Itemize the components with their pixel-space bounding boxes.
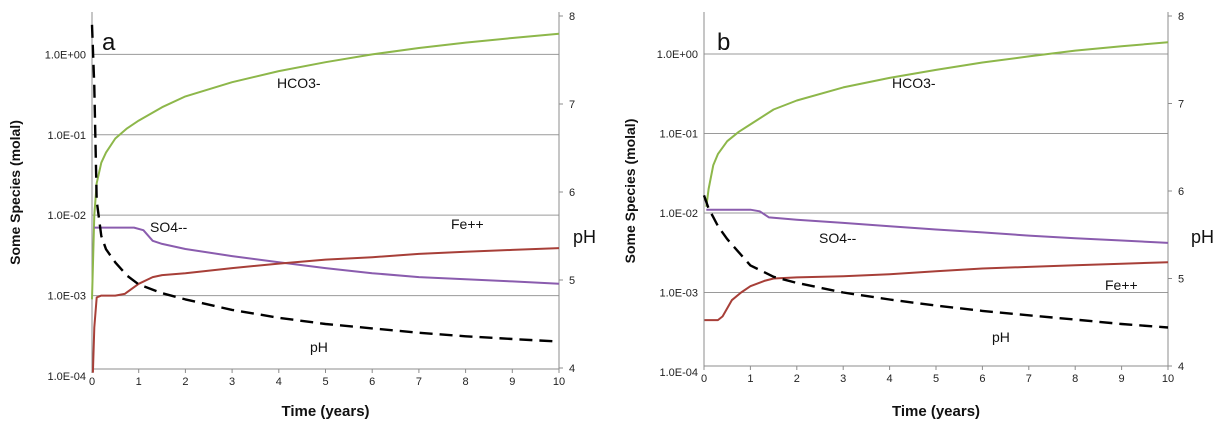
chart-b-svg: 1.0E-04 1.0E-03 1.0E-02 1.0E-01 1.0E+00 4 5 6 7 8… — [622, 11, 1214, 420]
x-tick-label-b-4: 4 — [887, 373, 893, 385]
y-tick-label-a-4: 1.0E+00 — [45, 49, 86, 61]
x-tick-label-a-5: 5 — [322, 376, 328, 388]
y2-tick-label-a-2: 6 — [569, 187, 575, 199]
annotation-b-fe: Fe++ — [1105, 277, 1138, 293]
y-tick-label-b-3: 1.0E-01 — [659, 128, 698, 140]
x-axis-title-a: Time (years) — [281, 403, 369, 420]
x-tick-label-a-2: 2 — [182, 376, 188, 388]
x-tick-label-b-0: 0 — [701, 373, 707, 385]
y-tick-label-a-2: 1.0E-02 — [47, 210, 86, 222]
annotation-b-ph: pH — [992, 329, 1010, 345]
y2-tick-label-b-3: 7 — [1178, 99, 1184, 111]
annotation-b-hco3: HCO3- — [892, 75, 936, 91]
y2-tick-label-a-0: 4 — [569, 363, 575, 375]
x-tick-label-b-6: 6 — [979, 373, 985, 385]
x-tick-label-a-8: 8 — [463, 376, 469, 388]
series-line-b-fe — [704, 261, 1169, 322]
x-tick-label-b-10: 10 — [1162, 373, 1174, 385]
annotation-a-ph: pH — [310, 339, 328, 355]
x-tick-label-b-3: 3 — [840, 373, 846, 385]
y2-tick-label-b-1: 5 — [1178, 274, 1184, 286]
series-line-b-ph — [702, 195, 1169, 329]
y2-tick-label-b-4: 8 — [1178, 11, 1184, 23]
x-tick-label-a-0: 0 — [89, 376, 95, 388]
y2-axis-title-a: pH — [573, 227, 596, 247]
y2-axis-title-b: pH — [1191, 227, 1214, 247]
y-axis-title-a: Some Species (molal) — [7, 120, 23, 265]
annotation-a-hco3: HCO3- — [277, 75, 321, 91]
y-tick-label-b-0: 1.0E-04 — [659, 367, 698, 379]
panel-label-a: a — [102, 29, 116, 56]
x-tick-label-a-6: 6 — [369, 376, 375, 388]
x-tick-label-b-9: 9 — [1119, 373, 1125, 385]
y-tick-label-b-4: 1.0E+00 — [657, 49, 698, 61]
annotation-a-so4: SO4-- — [150, 219, 188, 235]
y-tick-label-b-2: 1.0E-02 — [659, 208, 698, 220]
panel-label-b: b — [717, 29, 730, 56]
x-tick-label-b-1: 1 — [747, 373, 753, 385]
x-tick-label-a-9: 9 — [509, 376, 515, 388]
x-tick-label-a-10: 10 — [553, 376, 565, 388]
series-line-a-ph — [90, 24, 560, 343]
x-tick-label-a-1: 1 — [136, 376, 142, 388]
x-tick-label-a-3: 3 — [229, 376, 235, 388]
chart-panel-a: 1.0E-04 1.0E-03 1.0E-02 1.0E-01 1.0E+00 4 5 6 7 8… — [0, 0, 600, 423]
y-tick-label-a-1: 1.0E-03 — [47, 291, 86, 303]
y-tick-label-a-0: 1.0E-04 — [47, 371, 86, 383]
series-line-a-hco3 — [91, 32, 560, 300]
series-line-a-fe — [91, 247, 560, 373]
y2-tick-label-a-4: 8 — [569, 11, 575, 23]
y2-tick-label-a-1: 5 — [569, 275, 575, 287]
y2-tick-label-b-0: 4 — [1178, 361, 1184, 373]
annotation-a-fe: Fe++ — [451, 216, 484, 232]
chart-a-svg: 1.0E-04 1.0E-03 1.0E-02 1.0E-01 1.0E+00 4 5 6 7 8… — [7, 11, 596, 420]
y-axis-title-b: Some Species (molal) — [622, 119, 638, 264]
series-line-b-so4 — [706, 208, 1169, 244]
x-tick-label-b-5: 5 — [933, 373, 939, 385]
x-tick-label-a-7: 7 — [416, 376, 422, 388]
y-tick-label-a-3: 1.0E-01 — [47, 130, 86, 142]
x-axis-title-b: Time (years) — [892, 403, 980, 420]
x-tick-label-b-8: 8 — [1072, 373, 1078, 385]
chart-panel-b: 1.0E-04 1.0E-03 1.0E-02 1.0E-01 1.0E+00 4 5 6 7 8… — [613, 0, 1225, 423]
x-tick-label-b-7: 7 — [1026, 373, 1032, 385]
y2-tick-label-b-2: 6 — [1178, 186, 1184, 198]
series-line-a-so4 — [94, 226, 560, 285]
annotation-b-so4: SO4-- — [819, 230, 857, 246]
x-tick-label-b-2: 2 — [794, 373, 800, 385]
x-tick-label-a-4: 4 — [276, 376, 282, 388]
y2-tick-label-a-3: 7 — [569, 99, 575, 111]
series-line-b-hco3 — [705, 41, 1169, 207]
y-tick-label-b-1: 1.0E-03 — [659, 287, 698, 299]
